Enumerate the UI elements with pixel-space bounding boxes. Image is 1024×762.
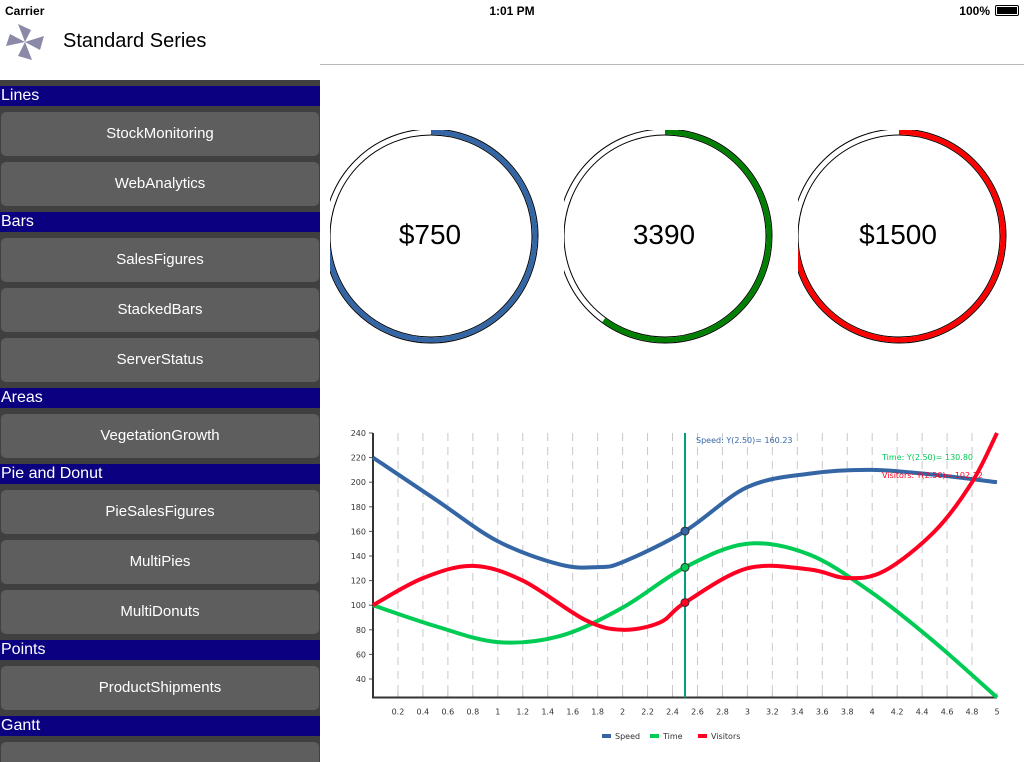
legend-swatch [602,734,611,738]
legend-swatch [650,734,659,738]
y-tick-label: 200 [351,478,366,487]
x-tick-label: 1.6 [566,707,579,716]
gauge: $1500 [791,128,1018,350]
x-tick-label: 1.8 [591,707,604,716]
status-bar: Carrier 1:01 PM 100% [0,0,1024,20]
sidebar-item[interactable] [1,742,319,762]
x-tick-label: 1 [495,707,500,716]
gauge-fill [558,129,772,343]
cursor-annotation: Speed: Y(2.50)= 160.23 [696,436,793,445]
x-tick-label: 0.4 [417,707,430,716]
sidebar-item[interactable]: StackedBars [1,288,319,332]
section-header: Bars [0,212,320,232]
legend-swatch [698,734,707,738]
x-tick-label: 3.8 [841,707,854,716]
x-tick-label: 3 [745,707,750,716]
legend-label[interactable]: Speed [615,732,640,741]
x-tick-label: 2.4 [666,707,679,716]
divider [320,64,1024,65]
x-tick-label: 4 [870,707,875,716]
y-tick-label: 180 [351,503,366,512]
gauge-value: $1500 [859,219,937,250]
clock: 1:01 PM [489,4,535,18]
section-header: Lines [0,86,320,106]
gauge-value: $750 [398,219,462,250]
cursor-point [680,562,690,572]
sidebar-item[interactable]: ProductShipments [1,666,319,710]
legend-label[interactable]: Visitors [711,732,740,741]
battery-percent: 100% [959,4,990,18]
gauge: 3390 [557,128,784,350]
cursor-point [680,526,690,536]
axes [372,433,997,699]
y-tick-label: 240 [351,429,366,438]
y-tick-label: 120 [351,577,366,586]
x-tick-label: 5 [994,707,999,716]
x-tick-label: 0.6 [442,707,455,716]
legend-label[interactable]: Time [662,732,683,741]
section-header: Pie and Donut [0,464,320,484]
sidebar-item[interactable]: SalesFigures [1,238,319,282]
y-tick-label: 160 [351,527,366,536]
battery-icon [995,5,1019,16]
page-title: Standard Series [63,30,207,52]
x-tick-label: 2.6 [691,707,704,716]
x-tick-label: 1.4 [541,707,554,716]
x-tick-label: 3.2 [766,707,779,716]
sidebar-item[interactable]: MultiPies [1,540,319,584]
sidebar: Lines StockMonitoring WebAnalytics Bars Sale… [0,80,320,762]
y-tick-label: 40 [356,675,366,684]
gauge-value: 3390 [632,219,696,250]
section-header: Points [0,640,320,660]
y-tick-label: 60 [356,650,366,659]
x-tick-label: 2.2 [641,707,654,716]
x-tick-label: 2 [620,707,625,716]
sidebar-item[interactable]: VegetationGrowth [1,414,319,458]
x-tick-label: 4.2 [891,707,904,716]
sidebar-item[interactable]: StockMonitoring [1,112,319,156]
y-tick-label: 80 [356,626,366,635]
line-chart: 0.2 0.4 0.6 0.8 1 1.2 1.4 1.6 1.8 2 2.2 2.4 2.6 2.8 3 3… [351,429,1000,741]
section-header: Areas [0,388,320,408]
x-tick-label: 0.8 [466,707,479,716]
sidebar-item[interactable]: PieSalesFigures [1,490,319,534]
x-tick-label: 4.4 [916,707,929,716]
x-tick-label: 3.4 [791,707,804,716]
y-tick-label: 140 [351,552,366,561]
pinwheel-logo-icon [6,24,44,60]
y-tick-label: 100 [351,601,366,610]
section-header: Gantt [0,716,320,736]
series-line-speed [371,455,998,570]
x-tick-label: 4.6 [941,707,954,716]
nav-bar: Standard Series [0,20,1024,64]
carrier: Carrier [5,4,45,18]
sidebar-item[interactable]: MultiDonuts [1,590,319,634]
cursor-annotation: Time: Y(2.50)= 130.80 [881,453,973,462]
x-tick-label: 1.2 [516,707,529,716]
x-tick-label: 0.2 [392,707,405,716]
sidebar-item[interactable]: ServerStatus [1,338,319,382]
gauge: $750 [323,128,550,350]
cursor-point [680,598,690,608]
y-tick-label: 220 [351,454,366,463]
x-tick-label: 2.8 [716,707,729,716]
x-tick-label: 3.6 [816,707,829,716]
x-tick-label: 4.8 [966,707,979,716]
cursor-annotation: Visitors: Y(2.50)= 102.12 [882,471,983,480]
sidebar-item[interactable]: WebAnalytics [1,162,319,206]
